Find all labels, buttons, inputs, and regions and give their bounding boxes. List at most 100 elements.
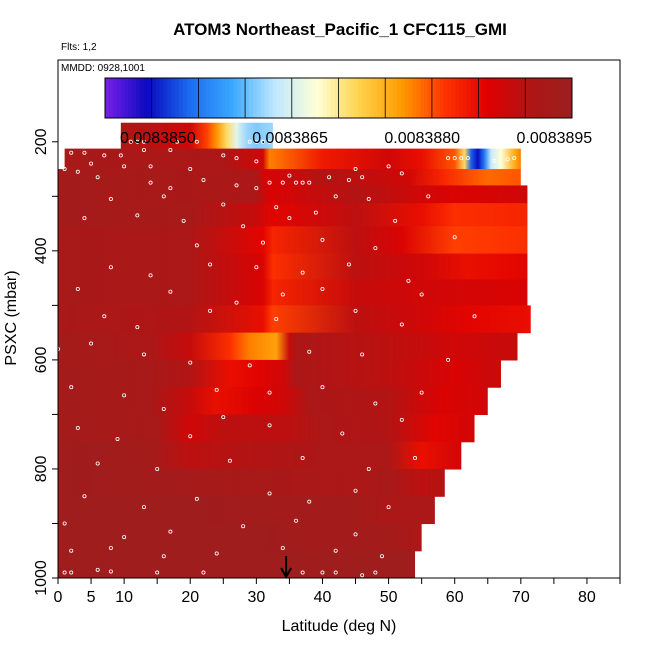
heatmap-band — [58, 414, 475, 443]
sample-point — [419, 390, 424, 395]
colorbar-segment — [396, 78, 402, 118]
sample-point — [155, 466, 160, 471]
sample-point — [452, 156, 457, 161]
sample-point — [241, 524, 246, 529]
sample-point — [141, 139, 146, 144]
x-axis-label: Latitude (deg N) — [282, 618, 397, 635]
colorbar-segment — [128, 78, 133, 118]
colorbar-segment — [482, 78, 487, 118]
heatmap-band — [58, 332, 518, 361]
x-tick-label: 20 — [181, 589, 199, 606]
plot-frame — [57, 59, 621, 579]
colorbar-segment — [229, 78, 234, 118]
heatmap-band — [120, 122, 273, 150]
colorbar-segment — [124, 78, 129, 118]
colorbar-segment — [529, 78, 534, 118]
sample-point — [234, 183, 239, 188]
sample-point — [89, 161, 94, 166]
sample-point — [512, 156, 517, 161]
colorbar-segment — [435, 78, 441, 118]
sample-point — [320, 287, 325, 292]
sample-point — [247, 363, 252, 368]
colorbar-segment — [451, 78, 456, 118]
colorbar-segment — [416, 78, 421, 118]
colorbar-segment — [346, 78, 351, 118]
colorbar-segment — [194, 78, 199, 118]
colorbar-segment — [295, 78, 301, 118]
sample-point — [95, 461, 100, 466]
colorbar-segment — [112, 78, 118, 118]
sample-point — [426, 194, 431, 199]
sample-point — [89, 341, 94, 346]
colorbar-segment — [303, 78, 308, 118]
sample-point — [280, 546, 285, 551]
sample-point — [214, 551, 219, 556]
sample-point — [307, 499, 312, 504]
sample-point — [300, 270, 305, 275]
colorbar-segment — [108, 78, 114, 118]
x-tick-label: 10 — [115, 589, 133, 606]
colorbar-segment — [424, 78, 429, 118]
sample-point — [373, 401, 378, 406]
sample-point — [221, 153, 226, 158]
colorbar-segment — [428, 78, 433, 118]
sample-point — [141, 352, 146, 357]
colorbar-segment — [540, 78, 546, 118]
colorbar-segment — [190, 78, 196, 118]
sample-point — [95, 567, 100, 572]
heatmap-band — [58, 441, 462, 470]
colorbar-segment — [120, 78, 125, 118]
sample-point — [353, 488, 358, 493]
x-tick-label: 30 — [247, 589, 265, 606]
colorbar-segment — [252, 78, 258, 118]
x-axis: 0 5 10 20 30 40 50 60 70 80 — [54, 578, 621, 606]
colorbar-segment — [459, 78, 464, 118]
x-tick-label: 5 — [87, 589, 96, 606]
sample-point — [221, 202, 226, 207]
colorbar-segment — [248, 78, 254, 118]
heatmap-band — [58, 468, 445, 497]
sample-point — [108, 197, 113, 202]
heatmap-band — [58, 359, 501, 388]
sample-point — [413, 456, 418, 461]
sample-point — [346, 177, 351, 182]
sample-point — [254, 159, 259, 164]
position-arrow — [280, 556, 292, 580]
sample-point — [294, 180, 299, 185]
colorbar-segment — [420, 78, 425, 118]
sample-point — [320, 570, 325, 575]
sample-points — [58, 139, 517, 578]
colorbar-segment — [155, 78, 160, 118]
sample-point — [102, 153, 107, 158]
colorbar-segment — [182, 78, 188, 118]
colorbar-segment — [315, 78, 320, 118]
colorbar-segment — [167, 78, 172, 118]
colorbar-segment — [400, 78, 406, 118]
colorbar-segment — [455, 78, 460, 118]
colorbar-segment — [225, 78, 231, 118]
colorbar-segment — [171, 78, 176, 118]
sample-point — [69, 385, 74, 390]
colorbar-segment — [116, 78, 122, 118]
sample-point — [247, 139, 252, 144]
colorbar-segments — [105, 78, 573, 118]
sample-point — [307, 180, 312, 185]
sample-point — [75, 169, 80, 174]
colorbar-segment — [163, 78, 168, 118]
sample-point — [135, 139, 140, 144]
colorbar-segment — [140, 78, 145, 118]
colorbar-segment — [505, 78, 511, 118]
colorbar-segment — [299, 78, 304, 118]
sample-point — [353, 167, 358, 172]
colorbar-segment — [552, 78, 557, 118]
sample-point — [254, 186, 259, 191]
colorbar-segment — [151, 78, 157, 118]
colorbar-segment — [369, 78, 375, 118]
colorbar-tick-label: 0.0083880 — [384, 130, 460, 147]
sample-point — [267, 491, 272, 496]
sample-point — [108, 569, 113, 574]
colorbar-ticks: 0.0083850 0.0083865 0.0083880 0.0083895 — [120, 78, 592, 147]
colorbar: 0.0083850 0.0083865 0.0083880 0.0083895 — [104, 77, 592, 147]
colorbar-segment — [357, 78, 363, 118]
heatmap-band — [58, 523, 422, 552]
